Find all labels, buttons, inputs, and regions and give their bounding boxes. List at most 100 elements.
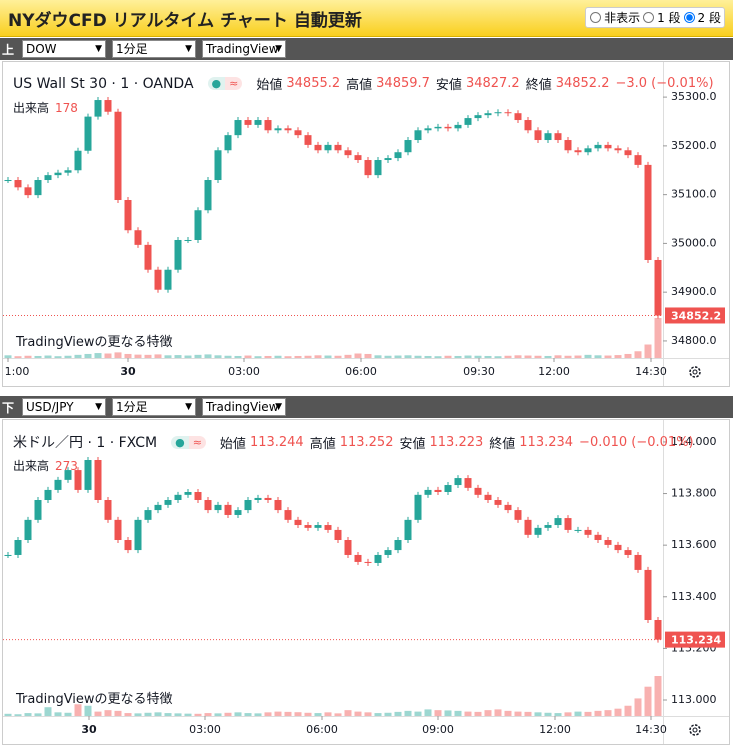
volume-bar <box>344 710 352 716</box>
candle <box>614 148 622 151</box>
volume-bar <box>364 353 372 358</box>
candle <box>434 126 442 129</box>
candle <box>124 200 132 231</box>
volume-bar <box>284 356 292 358</box>
candle <box>364 561 372 563</box>
volume-bar <box>544 712 552 716</box>
candle <box>444 126 452 129</box>
candle <box>654 259 662 316</box>
ohlc-value: 34852.2 <box>555 76 610 91</box>
candle <box>604 144 612 149</box>
gear <box>689 366 701 378</box>
volume-bar <box>44 355 52 358</box>
candle <box>14 180 22 188</box>
volume-bar <box>654 676 662 716</box>
volume-bar <box>514 711 522 716</box>
candle <box>624 550 632 555</box>
volume-bar <box>484 355 492 358</box>
candle <box>134 519 142 551</box>
candle <box>594 534 602 540</box>
x-tick-label: 30 <box>81 723 97 736</box>
candle <box>44 175 52 181</box>
x-tick-label: 03:00 <box>228 365 260 378</box>
candle <box>404 140 412 153</box>
settings-icon[interactable] <box>689 366 701 378</box>
volume-bar <box>424 355 432 358</box>
candle <box>454 124 462 129</box>
volume-bar <box>454 710 462 716</box>
ohlc-label: 高値 <box>346 78 373 93</box>
radio[interactable] <box>590 12 602 23</box>
candle <box>34 180 42 196</box>
select[interactable]: 1分足 <box>112 398 196 416</box>
select[interactable]: 1分足 <box>112 40 196 58</box>
candle <box>254 497 262 500</box>
ohlc-value: 113.223 <box>429 434 484 450</box>
candle <box>464 118 472 125</box>
candle <box>114 111 122 201</box>
candle <box>594 144 602 149</box>
select[interactable]: TradingView <box>202 398 286 416</box>
volume-bar <box>274 711 282 716</box>
badges: ● ≈ <box>171 435 206 449</box>
candle <box>104 100 112 112</box>
volume-bar <box>374 713 382 716</box>
volume-bar <box>534 355 542 358</box>
volume-bar <box>594 355 602 358</box>
volume-bar <box>274 355 282 358</box>
candle <box>194 492 202 500</box>
radio[interactable] <box>683 12 695 23</box>
volume-bar <box>224 355 232 358</box>
x-tick-label: 1:00 <box>5 365 30 378</box>
chart-panel: 35300.0 35200.0 35100.0 35000.0 34900.0 34800… <box>2 61 730 387</box>
volume-bar <box>264 355 272 358</box>
select[interactable]: DOW <box>22 40 106 58</box>
volume-bar <box>124 353 132 358</box>
volume-bar <box>164 713 172 716</box>
watermark: TradingViewの更なる特徴 <box>16 335 173 350</box>
radio[interactable] <box>643 12 655 23</box>
volume-bar <box>314 355 322 358</box>
volume-bar <box>314 713 322 716</box>
y-tick-label: 113.600 <box>671 538 717 551</box>
candle <box>484 494 492 500</box>
x-tick-label: 14:30 <box>635 365 667 378</box>
volume-bar <box>484 710 492 716</box>
candle <box>24 519 32 540</box>
volume-bar <box>44 707 52 716</box>
candle <box>524 519 532 535</box>
volume-bar <box>584 354 592 358</box>
volume-bar <box>304 355 312 358</box>
volume-bar <box>624 705 632 716</box>
volume-bar <box>454 355 462 358</box>
candle <box>584 148 592 153</box>
candle <box>24 187 32 196</box>
volume-bar <box>134 354 142 358</box>
toolbar-label: 上 <box>1 42 14 57</box>
volume-bar <box>74 704 82 716</box>
volume-bar <box>114 710 122 716</box>
candle <box>284 510 292 520</box>
volume-bar <box>324 355 332 358</box>
settings-icon[interactable] <box>689 724 701 736</box>
volume-bar <box>494 709 502 716</box>
x-tick-label: 06:00 <box>306 723 338 736</box>
candle <box>104 500 112 520</box>
candle <box>504 112 512 114</box>
candle <box>44 489 52 500</box>
candle <box>604 540 612 545</box>
watermark: TradingViewの更なる特徴 <box>16 692 173 707</box>
candle <box>184 239 192 241</box>
candle <box>144 510 152 520</box>
candle <box>484 113 492 116</box>
chart: 35300.0 35200.0 35100.0 35000.0 34900.0 34800… <box>3 62 729 386</box>
candle <box>74 470 82 490</box>
volume-bar <box>614 708 622 716</box>
gear <box>689 724 701 736</box>
candle <box>14 540 22 555</box>
volume-bar <box>354 353 362 358</box>
volume-bar <box>324 712 332 716</box>
select[interactable]: TradingView <box>202 40 286 58</box>
select[interactable]: USD/JPY <box>22 398 106 416</box>
volume-bar <box>264 712 272 716</box>
